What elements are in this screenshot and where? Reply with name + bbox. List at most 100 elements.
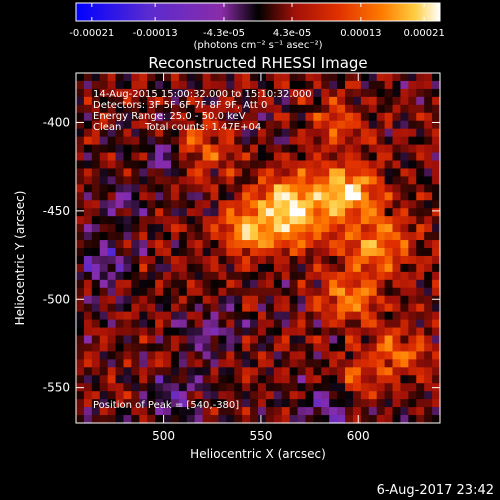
heatmap-cell xyxy=(147,351,156,360)
heatmap-cell xyxy=(416,415,425,424)
heatmap-cell xyxy=(186,88,196,98)
heatmap-cell xyxy=(242,152,251,162)
heatmap-cell xyxy=(218,415,227,424)
heatmap-cell xyxy=(115,263,125,273)
heatmap-cell xyxy=(408,351,417,360)
heatmap-cell xyxy=(313,224,322,233)
heatmap-cell xyxy=(432,359,441,368)
heatmap-cell xyxy=(281,287,291,297)
heatmap-cell xyxy=(273,112,283,122)
heatmap-cell xyxy=(416,407,425,416)
heatmap-cell xyxy=(305,152,314,162)
heatmap-cell xyxy=(250,136,259,146)
heatmap-cell xyxy=(281,415,291,424)
heatmap-cell xyxy=(170,208,180,217)
heatmap-cell xyxy=(392,335,402,345)
heatmap-cell xyxy=(368,232,378,241)
heatmap-cell xyxy=(218,399,227,408)
heatmap-cell xyxy=(273,240,283,249)
heatmap-cell xyxy=(218,319,227,329)
heatmap-cell xyxy=(376,216,386,225)
heatmap-cell xyxy=(155,160,164,170)
heatmap-cell xyxy=(115,73,125,82)
heatmap-cell xyxy=(147,152,156,162)
heatmap-cell xyxy=(234,415,243,424)
heatmap-cell xyxy=(242,176,251,185)
heatmap-cell xyxy=(115,351,125,360)
heatmap-cell xyxy=(424,399,433,408)
heatmap-cell xyxy=(384,407,394,416)
heatmap-cell xyxy=(155,295,164,305)
heatmap-cell xyxy=(139,351,148,360)
heatmap-cell xyxy=(210,232,220,241)
heatmap-cell xyxy=(416,73,425,82)
heatmap-cell xyxy=(265,104,275,114)
heatmap-cell xyxy=(416,295,425,305)
heatmap-cell xyxy=(194,104,204,114)
heatmap-cell xyxy=(250,88,259,98)
heatmap-cell xyxy=(416,287,425,297)
heatmap-cell xyxy=(250,240,259,249)
heatmap-cell xyxy=(258,335,267,345)
heatmap-cell xyxy=(139,343,148,352)
heatmap-cell xyxy=(345,407,354,416)
heatmap-cell xyxy=(147,359,156,368)
heatmap-cell xyxy=(242,271,251,281)
heatmap-cell xyxy=(321,224,330,233)
heatmap-cell xyxy=(337,192,346,201)
heatmap-cell xyxy=(297,391,307,400)
heatmap-cell xyxy=(329,128,338,138)
heatmap-cell xyxy=(139,73,148,82)
heatmap-cell xyxy=(376,128,386,138)
heatmap-cell xyxy=(155,176,164,185)
heatmap-cell xyxy=(163,248,172,257)
heatmap-cell xyxy=(384,152,394,162)
heatmap-cell xyxy=(281,208,291,217)
heatmap-cell xyxy=(163,303,172,313)
heatmap-cell xyxy=(297,327,307,337)
heatmap-cell xyxy=(321,391,330,400)
heatmap-cell xyxy=(99,351,109,360)
heatmap-cell xyxy=(329,120,338,130)
heatmap-cell xyxy=(297,88,307,98)
heatmap-cell xyxy=(376,104,386,114)
heatmap-cell xyxy=(273,391,283,400)
heatmap-cell xyxy=(107,168,117,177)
heatmap-cell xyxy=(368,407,378,416)
heatmap-cell xyxy=(163,200,172,209)
heatmap-cell xyxy=(289,136,299,146)
heatmap-cell xyxy=(352,96,362,106)
heatmap-cell xyxy=(424,120,433,130)
heatmap-cell xyxy=(329,327,338,337)
heatmap-cell xyxy=(115,208,125,217)
heatmap-cell xyxy=(265,359,275,368)
heatmap-cell xyxy=(360,96,370,106)
heatmap-cell xyxy=(273,351,283,360)
heatmap-cell xyxy=(258,287,267,297)
heatmap-cell xyxy=(352,208,362,217)
heatmap-cell xyxy=(147,224,156,233)
heatmap-cell xyxy=(376,351,386,360)
heatmap-cell xyxy=(178,311,188,321)
heatmap-cell xyxy=(432,255,441,265)
heatmap-cell xyxy=(170,232,180,241)
heatmap-cell xyxy=(83,160,93,170)
heatmap-cell xyxy=(376,176,386,185)
heatmap-cell xyxy=(242,192,251,201)
heatmap-cell xyxy=(297,96,307,106)
heatmap-cell xyxy=(155,391,164,400)
heatmap-cell xyxy=(360,112,370,122)
heatmap-cell xyxy=(289,104,299,114)
heatmap-cell xyxy=(107,319,117,329)
heatmap-cell xyxy=(297,311,307,321)
heatmap-cell xyxy=(107,96,117,106)
heatmap-cell xyxy=(305,112,314,122)
heatmap-cell xyxy=(289,248,299,257)
heatmap-cell xyxy=(234,399,243,408)
heatmap-cell xyxy=(91,216,101,225)
heatmap-cell xyxy=(321,303,330,313)
heatmap-cell xyxy=(226,208,235,217)
heatmap-cell xyxy=(83,335,93,345)
heatmap-cell xyxy=(194,96,204,106)
heatmap-cell xyxy=(250,343,259,352)
